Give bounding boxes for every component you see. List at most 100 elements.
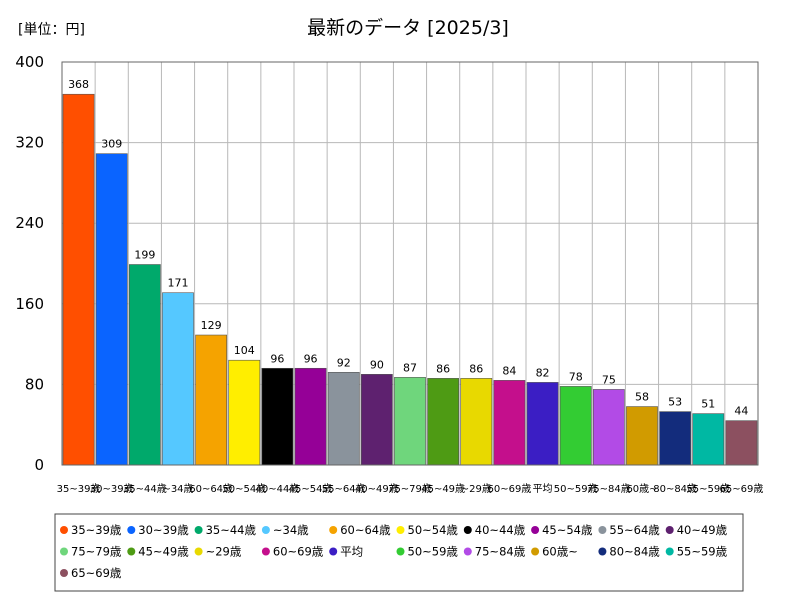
legend-marker-0 — [60, 526, 68, 534]
legend-marker-7 — [531, 526, 540, 534]
bar-1 — [95, 153, 128, 466]
bar-16 — [592, 389, 625, 466]
bar-9 — [360, 374, 393, 466]
legend-label-9: 40~49歳 — [677, 523, 728, 537]
x-tick-label-12: ~29歳 — [461, 483, 492, 495]
x-tick-label-5: 50~54歳 — [222, 483, 266, 495]
y-tick-label-5: 400 — [15, 53, 44, 71]
x-tick-label-3: ~34歳 — [162, 483, 193, 495]
x-axis-ticks: 35~39歳30~39歳35~44歳~34歳60~64歳50~54歳40~44歳… — [57, 483, 764, 495]
x-tick-label-11: 45~49歳 — [421, 483, 465, 495]
y-tick-label-4: 320 — [15, 134, 44, 152]
x-tick-label-9: 40~49歳 — [355, 483, 399, 495]
data-label-17: 58 — [635, 391, 649, 404]
legend-label-10: 75~79歳 — [71, 545, 122, 559]
bar-12 — [460, 378, 493, 466]
y-tick-label-2: 160 — [15, 295, 44, 313]
data-label-20: 44 — [734, 405, 748, 418]
x-tick-label-10: 75~79歳 — [388, 483, 432, 495]
legend-label-19: 55~59歳 — [677, 545, 728, 559]
data-label-0: 368 — [68, 78, 89, 91]
bar-2 — [128, 264, 161, 466]
data-label-10: 87 — [403, 361, 417, 374]
data-labels: 368 309 199 171 129 104 96 96 92 90 87 86 86 84 82 78 75… — [68, 78, 748, 417]
legend-label-15: 50~59歳 — [408, 545, 459, 559]
data-label-4: 129 — [201, 319, 222, 332]
data-label-6: 96 — [270, 352, 284, 365]
legend-label-17: 60歳~ — [542, 545, 578, 559]
bar-10 — [394, 377, 426, 466]
x-tick-label-0: 35~39歳 — [57, 483, 101, 495]
x-tick-label-18: 80~84歳 — [653, 483, 697, 495]
legend-label-12: ~29歳 — [206, 545, 242, 559]
x-tick-label-6: 40~44歳 — [256, 483, 300, 495]
legend-label-20: 65~69歳 — [71, 566, 122, 580]
data-label-5: 104 — [234, 344, 255, 357]
legend-label-11: 45~49歳 — [138, 545, 189, 559]
legend-marker-18 — [598, 547, 607, 556]
bar-18 — [659, 411, 692, 466]
x-tick-label-14: 平均 — [533, 483, 553, 495]
y-tick-label-1: 80 — [25, 375, 44, 393]
legend-marker-10 — [60, 547, 68, 556]
data-label-1: 309 — [101, 138, 122, 151]
x-tick-label-17: 60歳~ — [626, 483, 657, 495]
bar-6 — [261, 367, 294, 466]
legend-label-6: 40~44歳 — [475, 523, 526, 537]
legend-marker-9 — [665, 526, 674, 534]
bar-11 — [427, 378, 460, 466]
data-label-14: 82 — [536, 366, 550, 379]
legend-label-8: 55~64歳 — [609, 523, 660, 537]
bar-17 — [626, 406, 658, 466]
legend-label-2: 35~44歳 — [206, 523, 257, 537]
data-label-16: 75 — [602, 373, 616, 386]
legend-marker-6 — [463, 526, 472, 534]
y-axis-ticks: 0 80 160 240 320 400 — [15, 53, 44, 474]
bar-19 — [692, 413, 725, 466]
legend-label-7: 45~54歳 — [542, 523, 593, 537]
bar-20 — [725, 420, 758, 466]
bar-3 — [162, 292, 194, 466]
bar-4 — [195, 334, 228, 466]
data-label-12: 86 — [469, 362, 483, 375]
legend-label-4: 60~64歳 — [340, 523, 391, 537]
data-label-13: 84 — [502, 364, 516, 377]
legend-marker-16 — [463, 547, 472, 556]
y-tick-label-3: 240 — [15, 214, 44, 232]
bars — [62, 93, 758, 466]
x-tick-label-2: 35~44歳 — [123, 483, 167, 495]
legend-label-18: 80~84歳 — [609, 545, 660, 559]
chart-title: 最新のデータ [2025/3] — [307, 17, 509, 39]
legend-label-1: 30~39歳 — [138, 523, 189, 537]
x-tick-label-7: 45~54歳 — [289, 483, 333, 495]
legend-marker-8 — [598, 526, 607, 534]
legend-label-13: 60~69歳 — [273, 545, 324, 559]
x-tick-label-13: 60~69歳 — [488, 483, 532, 495]
legend-marker-2 — [194, 526, 203, 534]
legend-marker-1 — [127, 526, 136, 534]
data-label-18: 53 — [668, 396, 682, 409]
bar-13 — [493, 380, 526, 466]
data-label-3: 171 — [168, 277, 189, 290]
bar-7 — [294, 367, 327, 466]
plot-area-frame — [61, 61, 759, 466]
x-tick-label-16: 75~84歳 — [587, 483, 631, 495]
y-tick-label-0: 0 — [34, 456, 44, 474]
legend-marker-11 — [127, 547, 136, 556]
legend-label-14: 平均 — [340, 545, 363, 559]
legend-marker-13 — [261, 547, 270, 556]
legend-label-5: 50~54歳 — [408, 523, 459, 537]
data-label-2: 199 — [134, 249, 155, 262]
data-label-9: 90 — [370, 358, 384, 371]
x-tick-label-20: 65~69歳 — [720, 483, 764, 495]
x-tick-label-15: 50~59歳 — [554, 483, 598, 495]
legend-label-0: 35~39歳 — [71, 523, 122, 537]
legend-marker-14 — [329, 547, 338, 556]
legend-marker-5 — [396, 526, 405, 534]
legend-marker-20 — [60, 569, 68, 577]
x-tick-label-4: 60~64歳 — [189, 483, 233, 495]
bar-15 — [559, 386, 592, 466]
x-tick-label-1: 30~39歳 — [90, 483, 134, 495]
bar-8 — [327, 372, 360, 466]
